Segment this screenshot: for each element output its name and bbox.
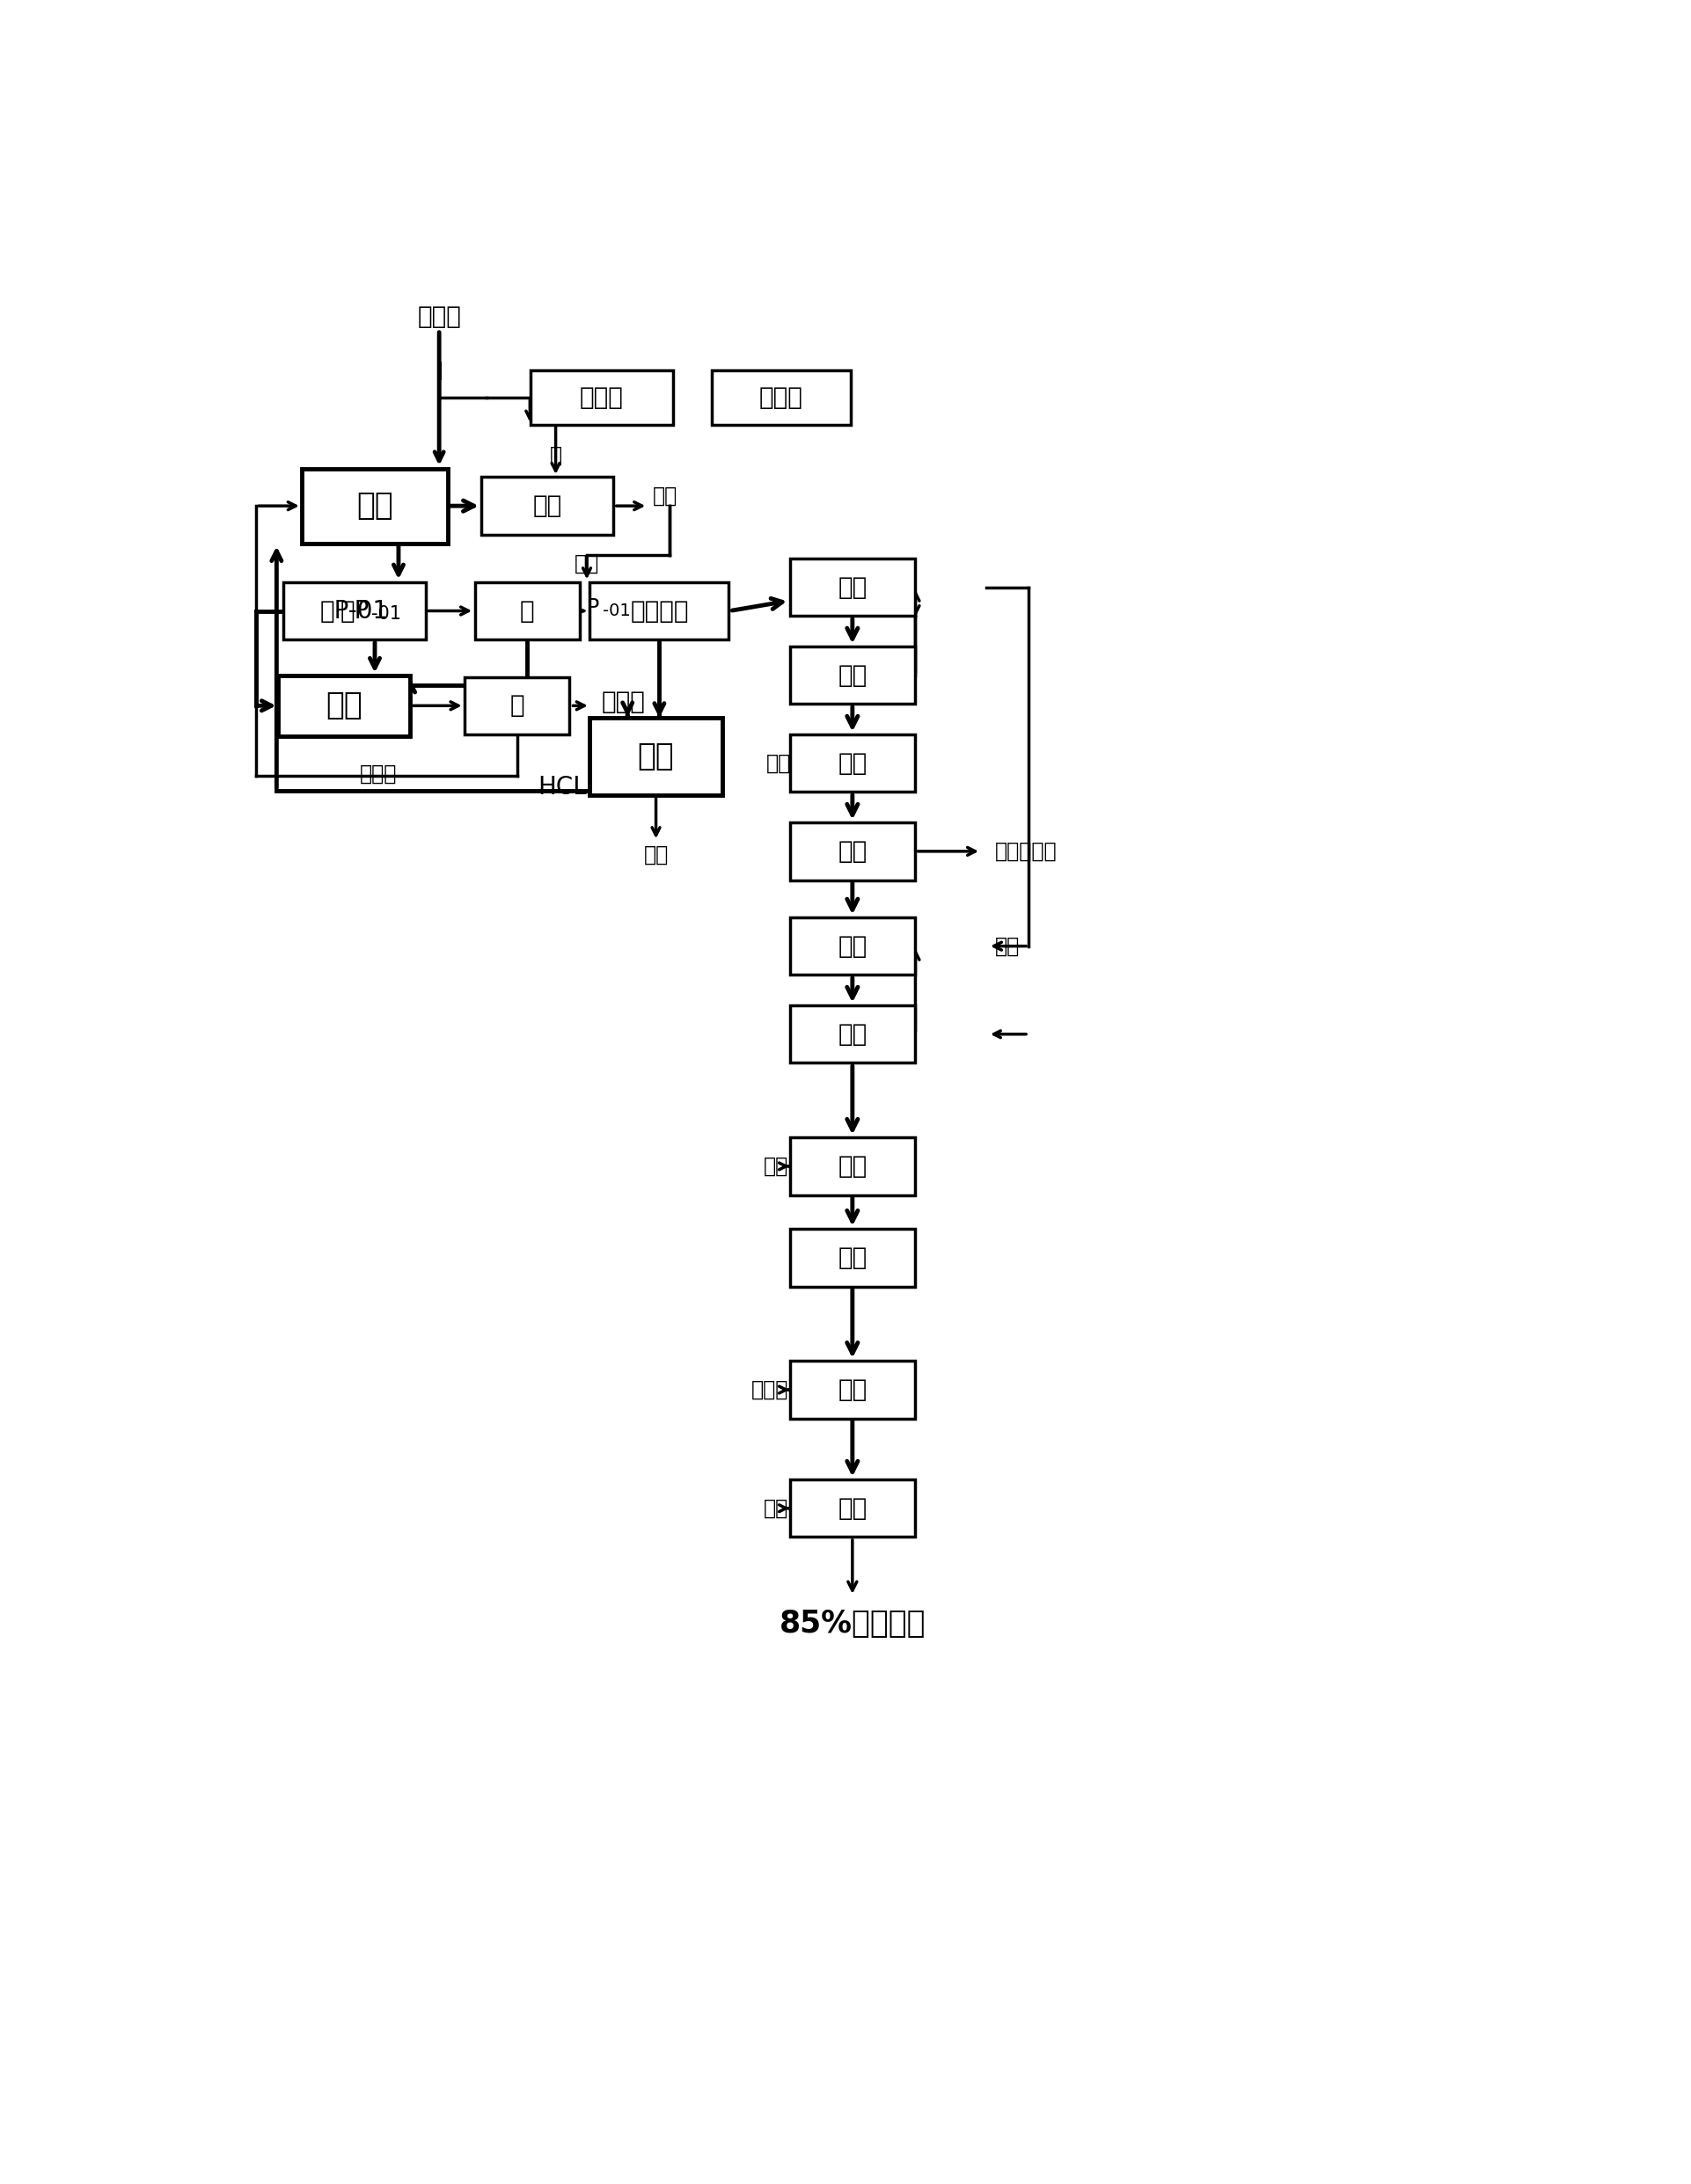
Text: 析P: 析P (340, 598, 369, 622)
Text: 85%工业磷酸: 85%工业磷酸 (780, 1607, 925, 1638)
Text: 洗涤: 洗涤 (837, 1022, 867, 1046)
Text: 滤: 滤 (519, 598, 534, 622)
Text: 洗涤: 洗涤 (837, 664, 867, 688)
Text: P: P (587, 596, 599, 618)
Text: 反萃: 反萃 (837, 1153, 867, 1179)
Bar (712, 371, 851, 424)
Bar (482, 476, 614, 535)
Text: 分解: 分解 (357, 491, 394, 520)
Text: -01: -01 (372, 605, 401, 622)
Text: 肥料级磷酸: 肥料级磷酸 (994, 841, 1057, 863)
Text: 氯化物: 氯化物 (602, 690, 646, 714)
Text: 纯水: 纯水 (766, 753, 791, 773)
Bar (790, 1005, 915, 1064)
Text: 硅渣: 硅渣 (653, 485, 678, 507)
Bar (790, 1138, 915, 1195)
Text: 纯水: 纯水 (994, 935, 1020, 957)
Text: 浓缩: 浓缩 (837, 839, 867, 863)
Text: 脱色: 脱色 (837, 1378, 867, 1402)
Text: 终母液: 终母液 (360, 762, 397, 784)
Bar (790, 646, 915, 703)
Bar (790, 917, 915, 974)
Text: 氟产品: 氟产品 (759, 384, 803, 411)
Bar (475, 583, 580, 640)
Text: 萃取: 萃取 (837, 935, 867, 959)
Bar (590, 719, 722, 795)
Bar (284, 583, 426, 640)
Text: 水: 水 (550, 446, 561, 465)
Bar (590, 583, 729, 640)
Bar (790, 1361, 915, 1420)
Bar (790, 823, 915, 880)
Bar (790, 559, 915, 616)
Text: 调整: 调整 (837, 1496, 867, 1520)
Bar (279, 675, 411, 736)
Text: 析P-01: 析P-01 (320, 598, 389, 622)
Text: 冷析: 冷析 (326, 690, 362, 721)
Bar (465, 677, 570, 734)
Text: 反萃: 反萃 (837, 751, 867, 775)
Text: HCL: HCL (538, 775, 587, 799)
Text: 打浆溶解: 打浆溶解 (631, 598, 688, 622)
Text: 滤洗: 滤洗 (533, 494, 561, 518)
Bar (531, 371, 673, 424)
Text: 氟回收: 氟回收 (580, 384, 624, 411)
Text: 活性炭: 活性炭 (751, 1378, 788, 1400)
Text: 纯水: 纯水 (763, 1155, 788, 1177)
Text: 萃取: 萃取 (837, 574, 867, 598)
Bar (303, 470, 448, 544)
Bar (790, 1479, 915, 1538)
Text: 盐酸: 盐酸 (575, 553, 599, 574)
Text: 纯水: 纯水 (763, 1498, 788, 1518)
Text: 焙烧: 焙烧 (638, 743, 675, 771)
Text: 硅肥: 硅肥 (644, 845, 668, 865)
Bar (790, 1230, 915, 1286)
Text: 磷矿粉: 磷矿粉 (418, 304, 462, 328)
Text: 浓缩: 浓缩 (837, 1245, 867, 1269)
Text: -01: -01 (604, 603, 631, 620)
Bar (790, 734, 915, 793)
Text: 滤: 滤 (509, 692, 524, 719)
